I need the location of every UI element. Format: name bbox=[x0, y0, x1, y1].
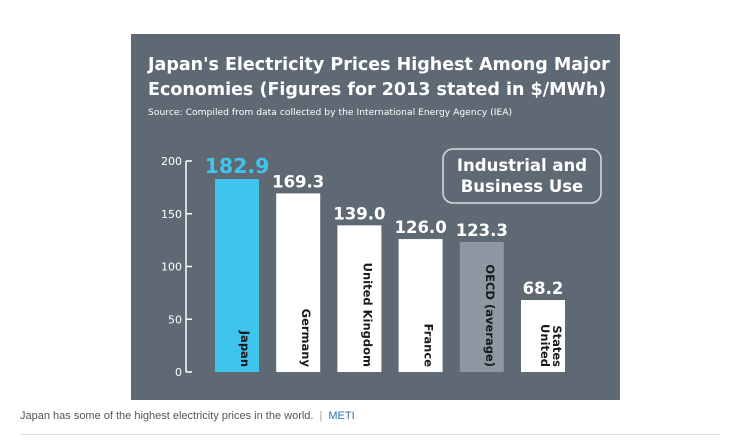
chart-header: Japan's Electricity Prices Highest Among… bbox=[147, 55, 610, 118]
chart-figure: Japan's Electricity Prices Highest Among… bbox=[131, 34, 620, 400]
chart-title-line-1: Japan's Electricity Prices Highest Among… bbox=[147, 55, 610, 75]
y-tick-label: 0 bbox=[175, 366, 182, 379]
image-caption: Japan has some of the highest electricit… bbox=[20, 410, 355, 422]
category-label: Japan bbox=[238, 330, 252, 367]
caption-source: METI bbox=[328, 410, 355, 422]
value-label: 139.0 bbox=[333, 204, 385, 223]
y-tick-label: 50 bbox=[168, 313, 182, 326]
caption-separator: | bbox=[319, 410, 323, 422]
bar-united-states bbox=[521, 300, 565, 372]
chart-source-note: Source: Compiled from data collected by … bbox=[148, 107, 512, 118]
bar-chart: Japan's Electricity Prices Highest Among… bbox=[147, 55, 610, 379]
y-tick-label: 100 bbox=[161, 261, 182, 274]
y-tick-label: 200 bbox=[161, 155, 182, 168]
value-label: 68.2 bbox=[523, 279, 564, 298]
bar-oecd-average bbox=[459, 241, 504, 372]
category-label: United bbox=[538, 324, 552, 367]
chart-title-line-2: Economies (Figures for 2013 stated in $/… bbox=[148, 80, 606, 100]
bars-group: 182.9 Japan 169.3 Germany 139.0 United Kingdo… bbox=[205, 154, 565, 372]
category-label: States bbox=[550, 325, 564, 367]
value-label: 182.9 bbox=[205, 154, 270, 178]
value-label: 126.0 bbox=[394, 218, 446, 237]
category-label: France bbox=[422, 324, 436, 368]
y-tick-label: 150 bbox=[161, 208, 182, 221]
bar-france bbox=[398, 239, 443, 372]
y-axis: 0 50 100 150 200 bbox=[161, 155, 192, 379]
caption-divider bbox=[20, 434, 720, 435]
badge-line-1: Industrial and bbox=[457, 156, 587, 175]
category-label: United Kingdom bbox=[360, 263, 374, 367]
badge-line-2: Business Use bbox=[461, 177, 584, 196]
bar-united-kingdom bbox=[337, 225, 382, 372]
bar-germany bbox=[276, 193, 321, 372]
value-label: 123.3 bbox=[456, 221, 508, 240]
badge-outline bbox=[442, 148, 602, 204]
category-label: Germany bbox=[299, 309, 313, 368]
category-badge: Industrial and Business Use bbox=[442, 148, 602, 204]
caption-text: Japan has some of the highest electricit… bbox=[20, 410, 314, 422]
bar-japan bbox=[215, 179, 259, 372]
category-label: OECD (average) bbox=[483, 264, 497, 367]
value-label: 169.3 bbox=[272, 172, 324, 191]
